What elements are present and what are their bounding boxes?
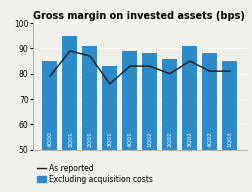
Bar (82, 46, 98, 150)
Bar (102, 66, 117, 150)
Text: 2Q02: 2Q02 (167, 131, 172, 147)
Bar (162, 59, 177, 150)
Bar (202, 53, 217, 150)
Text: 4Q01: 4Q01 (127, 132, 132, 147)
Text: 3Q01: 3Q01 (107, 132, 112, 147)
Text: Gross margin on invested assets (bps): Gross margin on invested assets (bps) (33, 11, 245, 21)
Text: 1Q02: 1Q02 (147, 132, 152, 147)
Bar (182, 46, 197, 150)
Text: 4Q02: 4Q02 (207, 131, 212, 147)
Text: 4Q00: 4Q00 (47, 131, 52, 147)
Bar (122, 51, 137, 150)
Text: 1Q03: 1Q03 (227, 132, 232, 147)
Text: 3Q02: 3Q02 (187, 131, 192, 147)
Legend: As reported, Excluding acquisition costs: As reported, Excluding acquisition costs (37, 164, 153, 184)
Text: 2Q01: 2Q01 (87, 132, 92, 147)
Bar (142, 53, 157, 150)
Bar (62, 36, 77, 150)
Bar (43, 61, 57, 150)
Bar (222, 61, 237, 150)
Text: 1Q01: 1Q01 (68, 132, 73, 147)
